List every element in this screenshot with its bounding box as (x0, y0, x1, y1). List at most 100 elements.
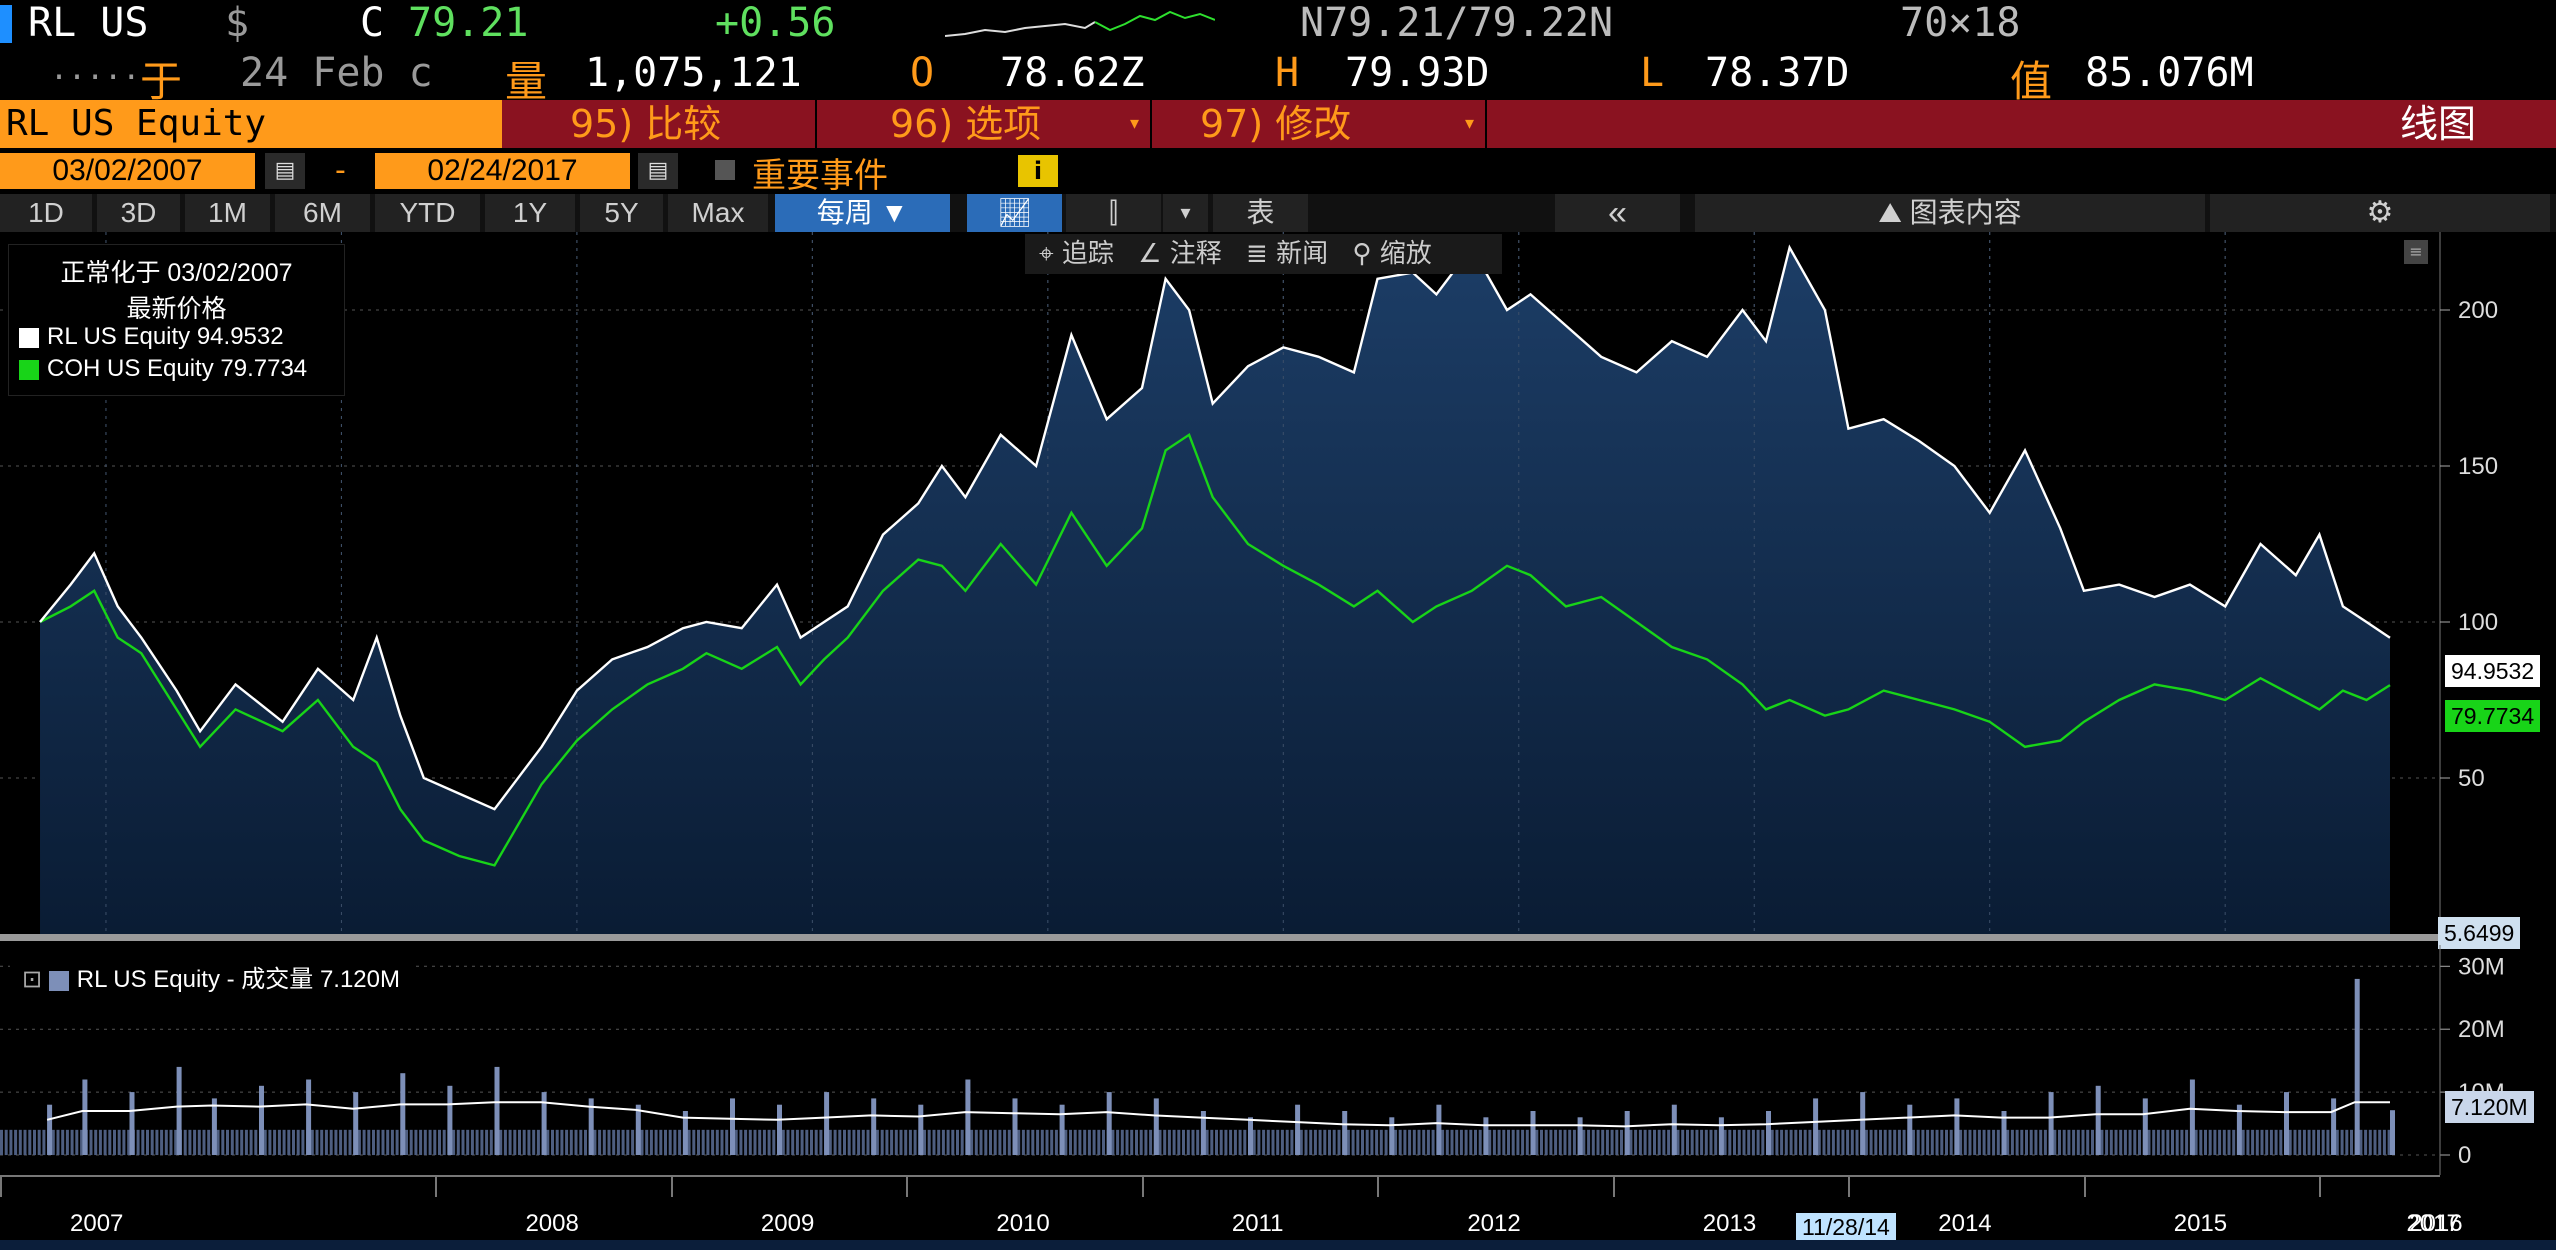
crosshair-icon[interactable]: ⌖ (1039, 239, 1054, 269)
bar-chart-icon[interactable]: ⫿ (1066, 194, 1161, 232)
volume-bar[interactable] (2236, 1104, 2242, 1155)
volume-bar[interactable] (1059, 1104, 1065, 1155)
volume-bar[interactable] (2390, 1110, 2395, 1155)
volume-bar[interactable] (47, 1104, 53, 1155)
volume-bar[interactable] (1766, 1111, 1771, 1155)
volume-bar[interactable] (2331, 1098, 2337, 1155)
volume-bar[interactable] (1389, 1117, 1395, 1155)
range-1d[interactable]: 1D (0, 194, 92, 232)
tool-trace[interactable]: 追踪 (1061, 239, 1114, 269)
volume-bar[interactable] (2354, 978, 2360, 1155)
volume-bar[interactable] (1907, 1104, 1913, 1155)
volume-chart[interactable]: 010M20M30M (0, 945, 2556, 1195)
modify-button[interactable]: 97) 修改 (1200, 102, 1352, 146)
chart-content-button[interactable]: ⛰︎ 图表内容 (1695, 194, 2205, 232)
chart-type-label[interactable]: 线图 (2400, 102, 2477, 146)
volume-bar[interactable] (176, 1066, 182, 1155)
scroll-handle-icon[interactable]: ≡ (2404, 240, 2428, 264)
end-calendar-icon[interactable]: ▤ (638, 153, 678, 189)
events-checkbox[interactable] (715, 160, 735, 180)
volume-bar[interactable] (1671, 1104, 1677, 1155)
range-6m[interactable]: 6M (275, 194, 370, 232)
compare-button[interactable]: 95) 比较 (570, 102, 722, 146)
volume-bar[interactable] (211, 1098, 217, 1155)
collapse-button[interactable]: « (1555, 194, 1680, 232)
volume-bar[interactable] (1012, 1098, 1018, 1155)
rl-price-line[interactable] (39, 244, 2391, 811)
collapse-icon[interactable]: ⊡ (22, 966, 43, 993)
volume-bar[interactable] (1200, 1111, 1206, 1155)
volume-bar[interactable] (447, 1085, 453, 1155)
volume-bar[interactable] (1106, 1092, 1112, 1155)
volume-bar[interactable] (129, 1092, 135, 1155)
volume-bar[interactable] (1295, 1104, 1301, 1155)
volume-bar[interactable] (1342, 1111, 1348, 1155)
line-chart-icon[interactable]: 📈︎ (967, 194, 1062, 232)
coh-price-line[interactable] (39, 432, 2391, 867)
options-dropdown-icon[interactable]: ▾ (1130, 113, 1140, 134)
legend-item-coh[interactable]: COH US Equity 79.7734 (19, 355, 307, 383)
volume-bar[interactable] (2048, 1092, 2054, 1155)
volume-bar[interactable] (259, 1085, 264, 1155)
volume-bar[interactable] (2095, 1085, 2101, 1155)
tool-news[interactable]: 新闻 (1276, 239, 1329, 269)
volume-bar[interactable] (1483, 1117, 1489, 1155)
volume-bar[interactable] (1860, 1092, 1866, 1155)
news-icon[interactable]: ≣ (1246, 239, 1268, 269)
volume-bar[interactable] (730, 1098, 735, 1155)
range-ytd[interactable]: YTD (375, 194, 480, 232)
volume-bar[interactable] (1530, 1111, 1536, 1155)
volume-bar[interactable] (2142, 1098, 2148, 1155)
chart-style-dropdown-icon[interactable]: ▾ (1163, 194, 1208, 232)
security-field[interactable]: RL US Equity (0, 100, 502, 148)
range-3d[interactable]: 3D (97, 194, 180, 232)
tool-zoom[interactable]: 缩放 (1379, 239, 1432, 269)
legend-item-rl[interactable]: RL US Equity 94.9532 (19, 323, 284, 351)
modify-dropdown-icon[interactable]: ▾ (1465, 113, 1475, 134)
annotate-icon[interactable]: ∠ (1138, 239, 1162, 269)
start-calendar-icon[interactable]: ▤ (265, 153, 305, 189)
start-date-field[interactable]: 03/02/2007 (0, 153, 255, 189)
volume-bar[interactable] (1577, 1117, 1583, 1155)
volume-bar[interactable] (1718, 1117, 1724, 1155)
options-button[interactable]: 96) 选项 (890, 102, 1042, 146)
volume-bar[interactable] (494, 1066, 500, 1155)
volume-bar[interactable] (588, 1098, 594, 1155)
volume-bar[interactable] (1436, 1104, 1442, 1155)
volume-bar[interactable] (635, 1104, 641, 1155)
volume-bar[interactable] (1624, 1111, 1630, 1155)
volume-bar[interactable] (353, 1092, 359, 1155)
range-1m[interactable]: 1M (185, 194, 270, 232)
volume-bar[interactable] (1813, 1098, 1819, 1155)
volume-bar[interactable] (1248, 1117, 1253, 1155)
tool-annotate[interactable]: 注释 (1169, 239, 1222, 269)
volume-bar[interactable] (2284, 1092, 2289, 1155)
volume-bar[interactable] (777, 1104, 782, 1155)
volume-bar[interactable] (82, 1079, 88, 1156)
range-max[interactable]: Max (668, 194, 768, 232)
volume-bar[interactable] (306, 1079, 312, 1156)
panel-divider[interactable] (0, 934, 2440, 941)
volume-bar[interactable] (541, 1092, 547, 1155)
x-tick-label: 2007 (70, 1210, 124, 1237)
volume-bar[interactable] (2189, 1079, 2195, 1156)
volume-bar[interactable] (824, 1092, 830, 1155)
volume-bar[interactable] (682, 1111, 688, 1155)
ticker[interactable]: RL US (28, 0, 149, 46)
volume-bar[interactable] (965, 1079, 971, 1156)
end-date-field[interactable]: 02/24/2017 (375, 153, 630, 189)
volume-bar[interactable] (918, 1104, 924, 1155)
price-chart[interactable]: 50 100 150 200 (0, 232, 2556, 942)
range-5y[interactable]: 5Y (580, 194, 663, 232)
volume-bar[interactable] (2001, 1111, 2007, 1155)
volume-bar[interactable] (871, 1098, 877, 1155)
period-dropdown[interactable]: 每周 ▼ (775, 194, 950, 232)
info-icon[interactable]: i (1018, 155, 1058, 187)
volume-bar[interactable] (1153, 1098, 1159, 1155)
volume-bar[interactable] (400, 1073, 406, 1155)
table-button[interactable]: 表 (1213, 194, 1308, 232)
zoom-icon[interactable]: ⚲ (1352, 239, 1372, 269)
settings-gear-icon[interactable]: ⚙ (2210, 194, 2550, 232)
range-1y[interactable]: 1Y (485, 194, 575, 232)
volume-bar[interactable] (1954, 1098, 1960, 1155)
